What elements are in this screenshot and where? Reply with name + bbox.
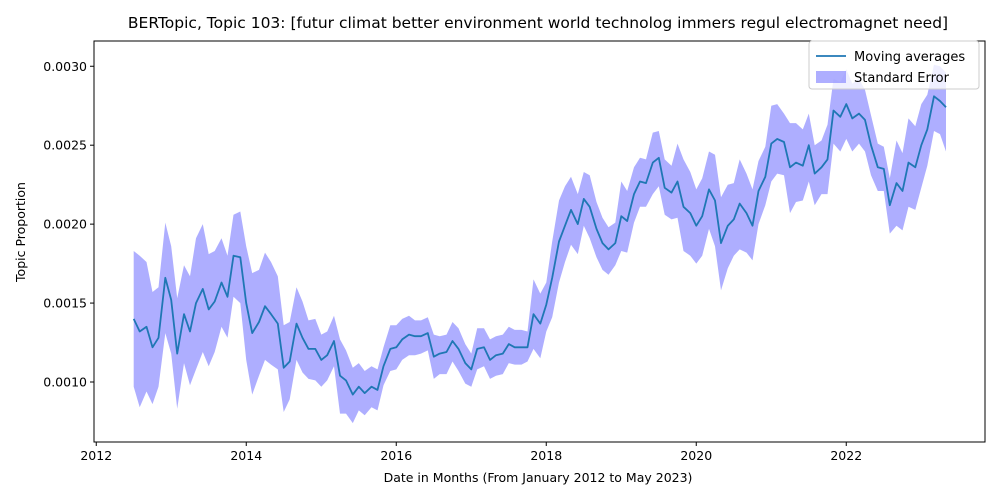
moving-average-line (132, 95, 947, 396)
legend-frame (808, 40, 980, 90)
x-tick-label: 2018 (530, 448, 562, 463)
axes: 2012 2014 2016 2018 2020 2022 0.0010 0.0015 0.00… (43, 40, 986, 463)
y-tick-label: 0.0010 (43, 375, 87, 390)
x-tick-label: 2022 (830, 448, 862, 463)
x-tick-label: 2014 (230, 448, 262, 463)
plot-area (132, 64, 947, 424)
x-axis-label: Date in Months (From January 2012 to May… (384, 470, 693, 485)
x-tick-label: 2012 (80, 448, 112, 463)
chart-title: BERTopic, Topic 103: [futur climat bette… (128, 14, 948, 32)
legend: Moving averages Standard Error (808, 40, 980, 90)
y-tick-label: 0.0015 (43, 296, 87, 311)
y-tick-label: 0.0025 (43, 138, 87, 153)
y-tick-label: 0.0020 (43, 217, 87, 232)
x-tick-label: 2016 (380, 448, 412, 463)
axes-frame (93, 40, 986, 443)
legend-label-moving-averages: Moving averages (854, 50, 965, 65)
y-axis-label: Topic Proportion (13, 182, 28, 283)
legend-label-standard-error: Standard Error (854, 71, 950, 86)
legend-band-swatch (816, 71, 846, 83)
standard-error-band (133, 64, 946, 424)
y-tick-label: 0.0030 (43, 59, 87, 74)
x-tick-label: 2020 (680, 448, 712, 463)
